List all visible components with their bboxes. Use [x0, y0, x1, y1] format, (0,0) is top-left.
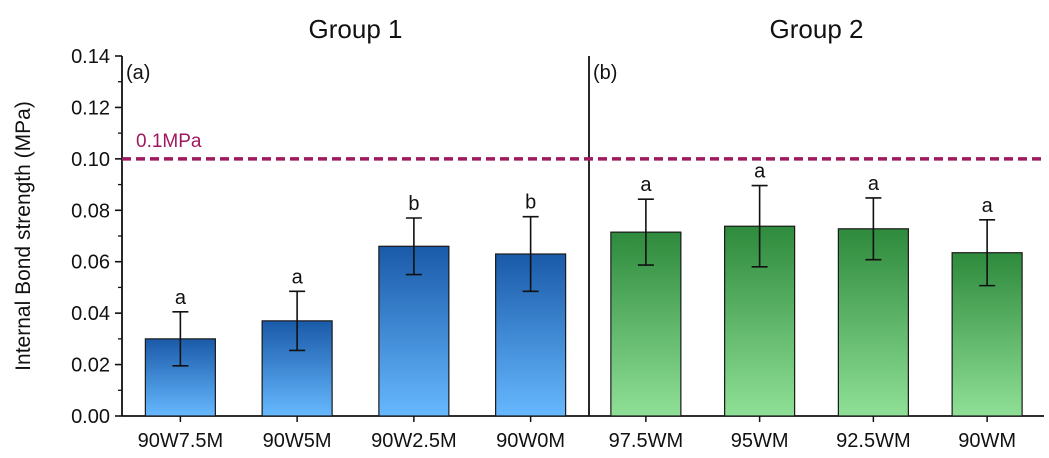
group-title: Group 2: [770, 14, 864, 44]
y-tick-label: 0.12: [71, 97, 110, 119]
significance-label: a: [982, 195, 994, 217]
y-tick-label: 0.00: [71, 406, 110, 428]
group-title: Group 1: [309, 14, 403, 44]
significance-label: a: [754, 161, 766, 183]
x-tick-label: 90W7.5M: [138, 430, 224, 452]
y-tick-label: 0.08: [71, 200, 110, 222]
panel-label: (b): [593, 62, 617, 84]
y-tick-label: 0.02: [71, 355, 110, 377]
y-tick-label: 0.06: [71, 252, 110, 274]
significance-label: a: [292, 266, 304, 288]
y-tick-label: 0.14: [71, 46, 110, 68]
y-tick-label: 0.10: [71, 149, 110, 171]
significance-label: a: [175, 287, 187, 309]
significance-label: b: [525, 192, 536, 214]
x-tick-label: 97.5WM: [609, 430, 683, 452]
x-tick-label: 90W0M: [496, 430, 565, 452]
y-axis-label: Internal Bond strength (MPa): [12, 101, 35, 371]
reference-line-label: 0.1MPa: [136, 131, 202, 152]
x-tick-label: 90W2.5M: [371, 430, 457, 452]
x-tick-label: 90WM: [958, 430, 1016, 452]
x-tick-label: 92.5WM: [836, 430, 910, 452]
x-tick-label: 95WM: [731, 430, 789, 452]
x-tick-label: 90W5M: [263, 430, 332, 452]
significance-label: a: [868, 173, 880, 195]
y-tick-label: 0.04: [71, 303, 110, 325]
significance-label: a: [640, 174, 652, 196]
significance-label: b: [408, 193, 419, 215]
panel-label: (a): [126, 62, 150, 84]
